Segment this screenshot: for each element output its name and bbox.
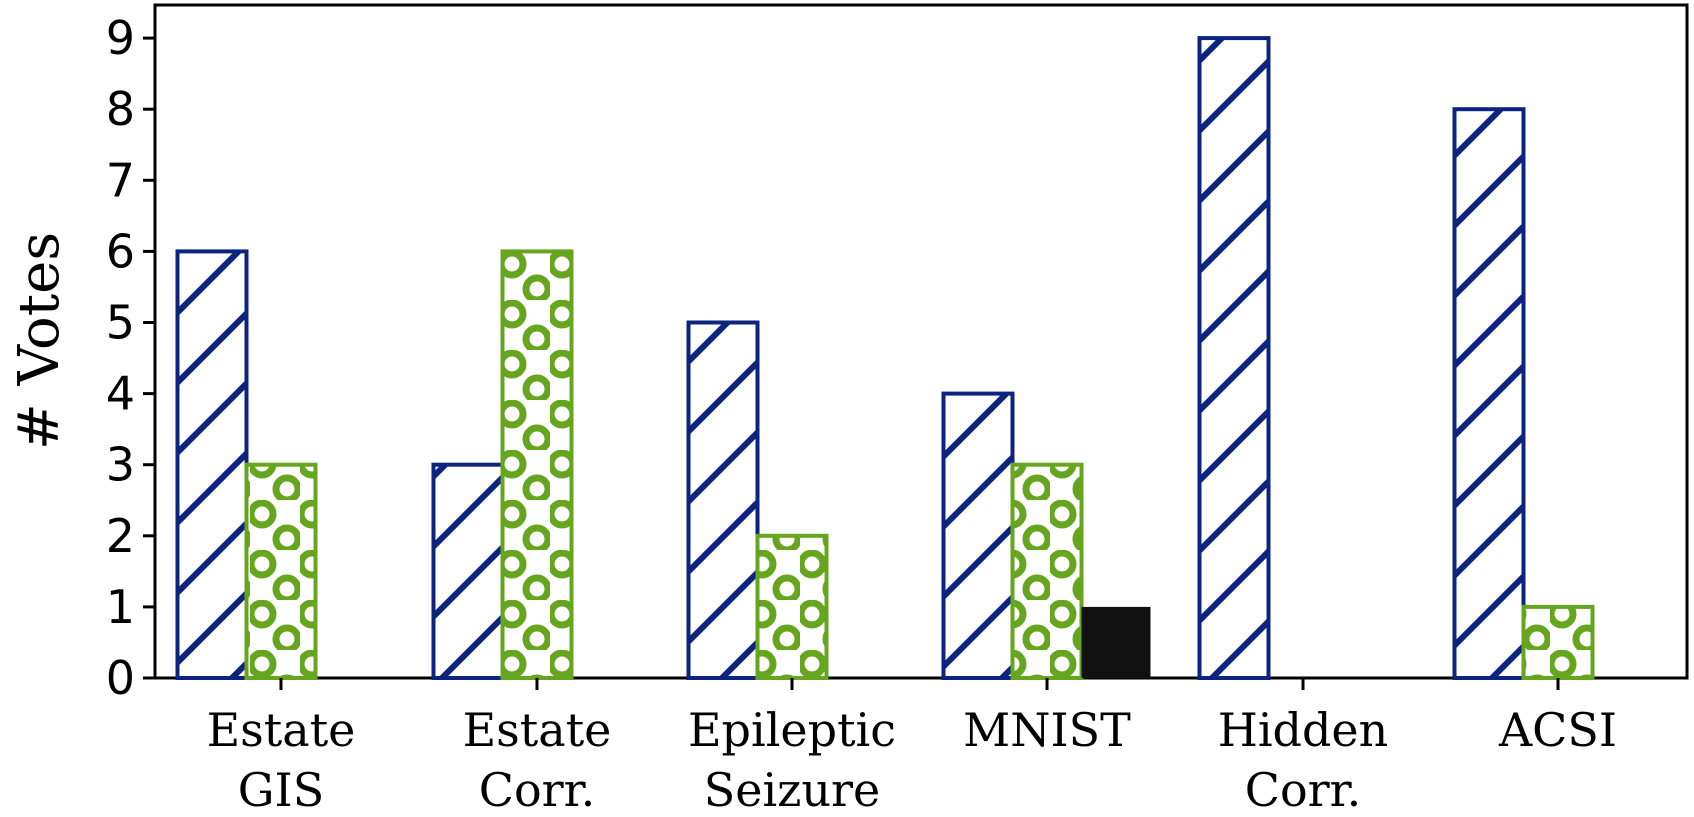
y-tick-label: 5 <box>106 296 135 350</box>
x-label-line1: Estate <box>207 703 356 757</box>
x-label-line1: MNIST <box>963 703 1131 757</box>
x-label-line2: Seizure <box>704 763 881 817</box>
x-label-line1: Hidden <box>1218 703 1389 757</box>
y-tick-label: 0 <box>106 651 135 705</box>
bar-series-2-1 <box>244 462 318 681</box>
y-tick-label: 6 <box>106 224 135 278</box>
x-label-line2: Corr. <box>1245 763 1361 817</box>
bar-series-2-3 <box>755 533 829 680</box>
x-label-line1: Epileptic <box>688 703 896 757</box>
bars-group <box>175 36 1595 681</box>
y-tick-label: 4 <box>106 367 135 421</box>
y-tick-label: 1 <box>106 580 135 634</box>
bar-series-1-6 <box>1452 107 1526 680</box>
plot-frame <box>153 3 1689 680</box>
y-axis-title: # Votes <box>7 232 72 450</box>
x-axis-labels: Estate GIS Estate Corr. Epileptic Seizure MNIS… <box>207 678 1617 817</box>
x-label-line1: Estate <box>463 703 612 757</box>
bar-series-2-4 <box>1010 462 1084 681</box>
bar-series-2-6 <box>1521 604 1595 681</box>
bar-series-1-4 <box>941 391 1015 680</box>
y-tick-label: 3 <box>106 438 135 492</box>
x-label-line2: Corr. <box>479 763 595 817</box>
x-label-line2: GIS <box>238 763 324 817</box>
x-label-line1: ACSI <box>1498 703 1617 757</box>
y-axis-ticks: 0 1 2 3 4 5 6 7 8 9 <box>106 11 155 705</box>
bar-series-1-1 <box>175 249 249 680</box>
y-tick-label: 8 <box>106 82 135 136</box>
y-tick-label: 7 <box>106 153 135 207</box>
bar-series-1-2 <box>431 462 505 681</box>
bar-series-2-2 <box>500 249 574 680</box>
bar-series-3-4 <box>1081 606 1151 678</box>
y-tick-label: 2 <box>106 509 135 563</box>
bar-series-1-5 <box>1197 36 1271 681</box>
bar-series-1-3 <box>686 320 760 680</box>
y-tick-label: 9 <box>106 11 135 65</box>
